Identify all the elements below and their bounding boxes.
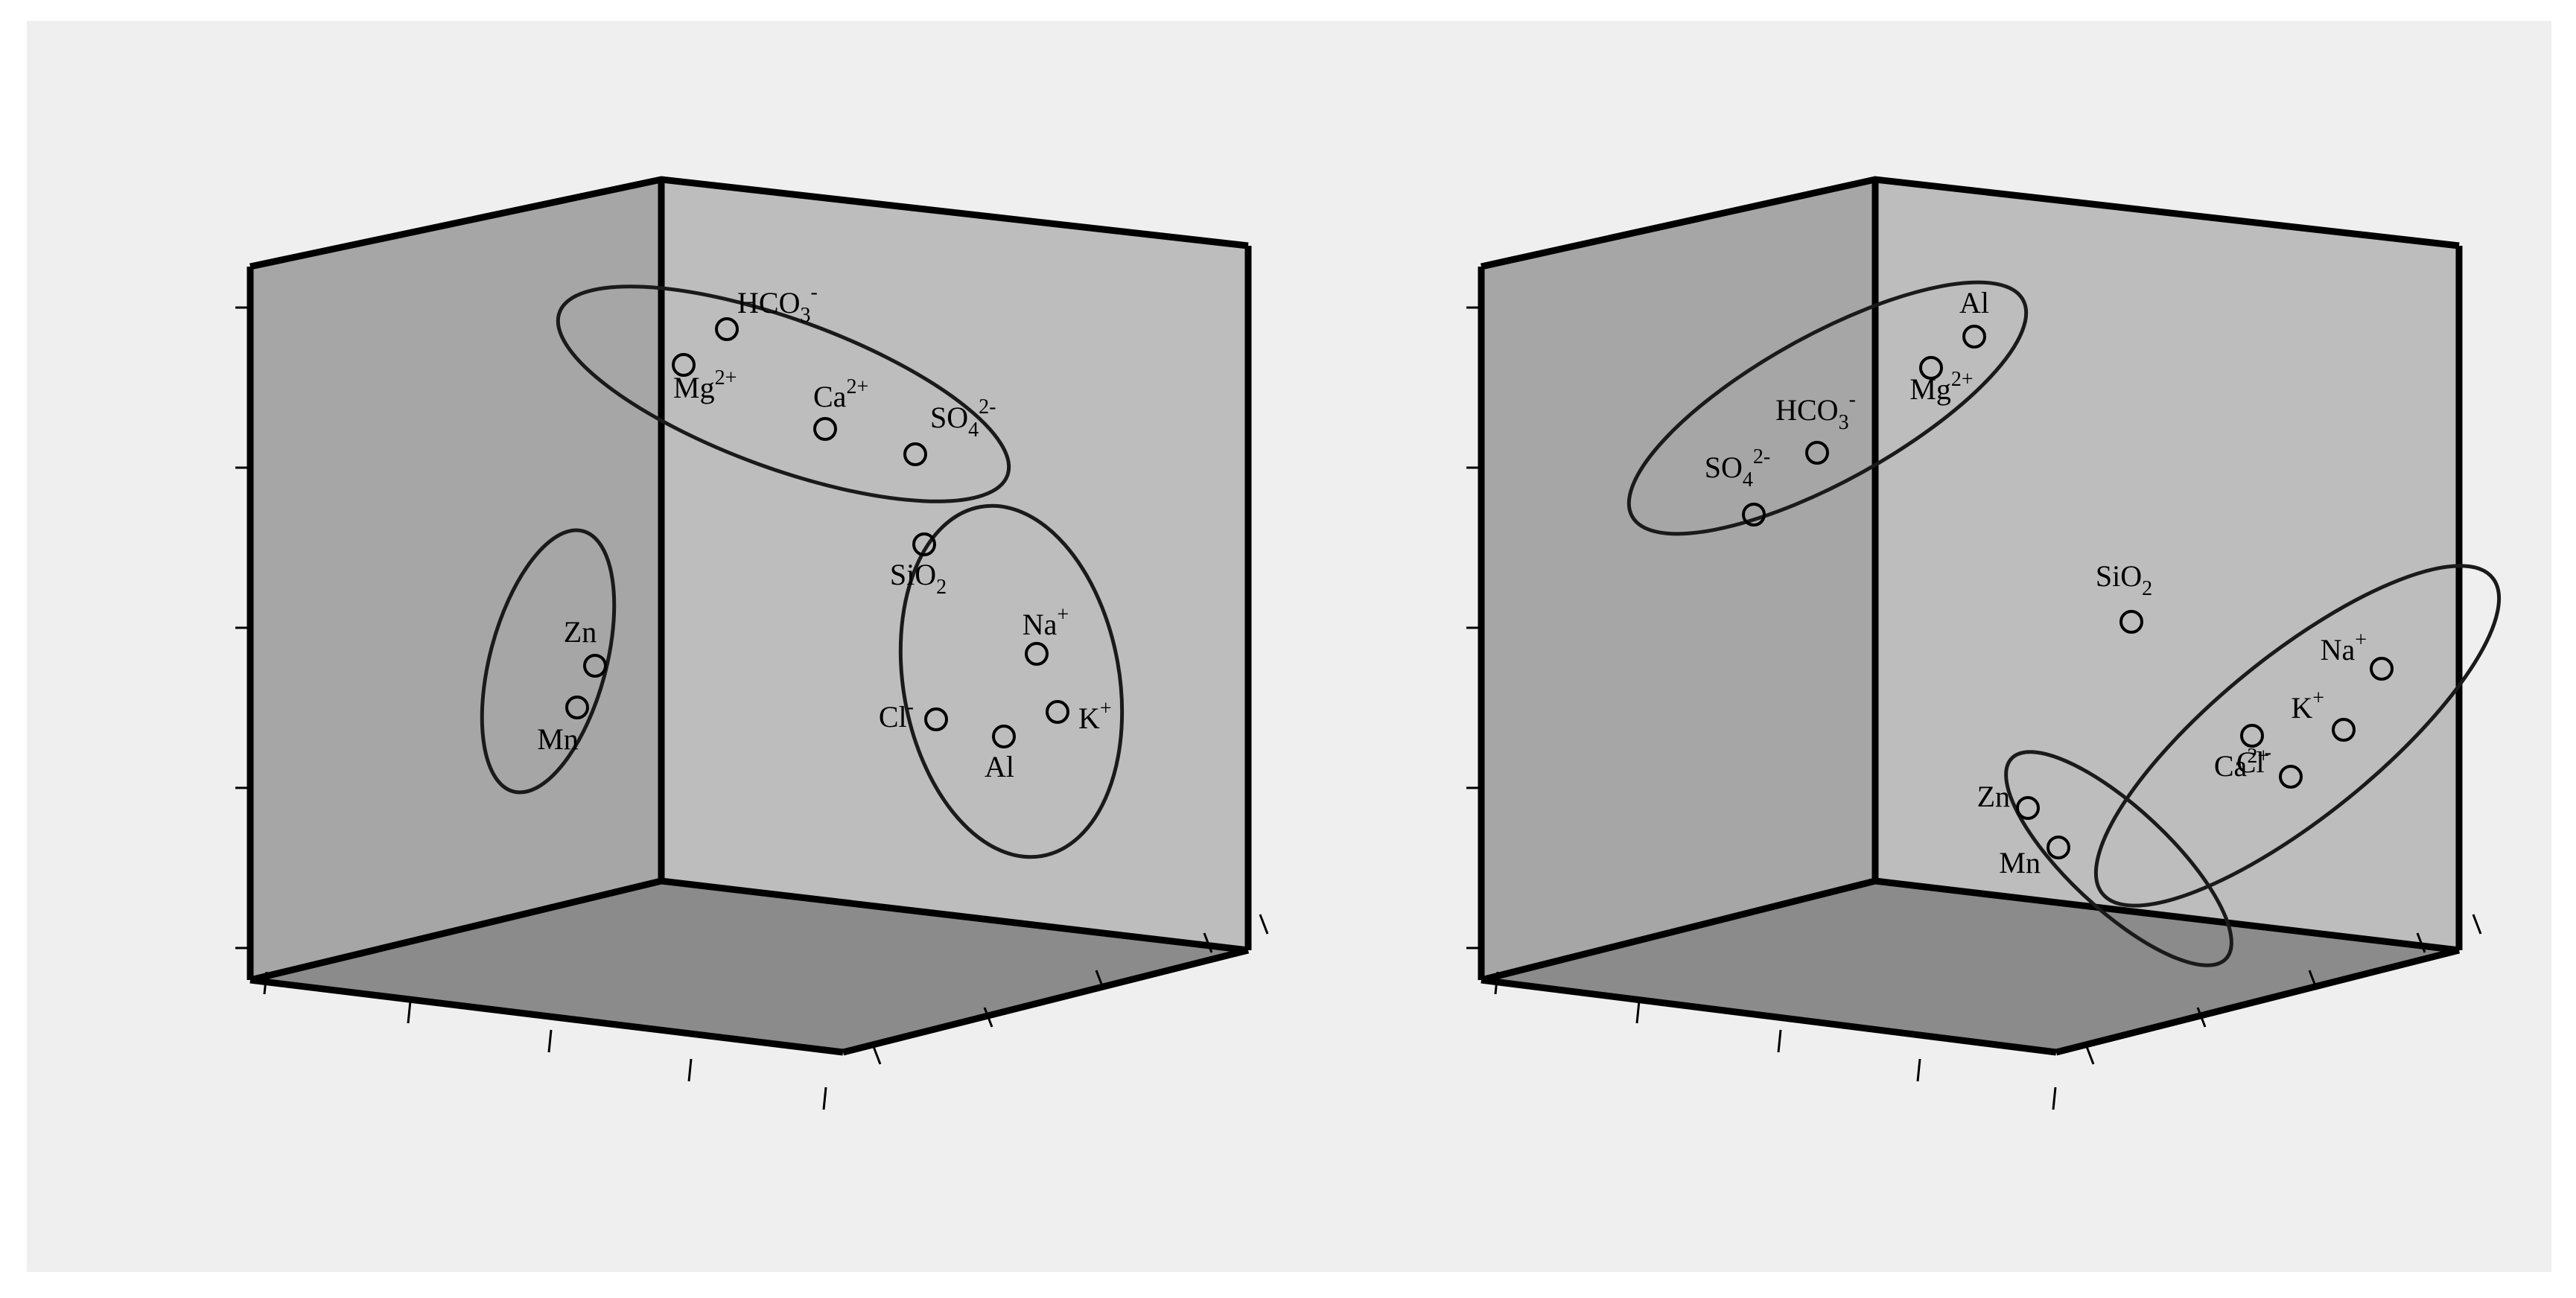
z-tick-mark [2416,932,2426,953]
point-label-zn: Zn [564,615,597,649]
panel-normal-period: HCO3- Mg2+ Ca2+ SO42- SiO2 Na+ K+ Al Cl- Zn Mn [235,176,1269,1110]
data-point-mn [565,696,589,719]
cluster-ellipse [1626,280,2029,536]
z-tick-mark [1203,932,1213,953]
data-point-ca2 [813,417,837,441]
floor-front-right-edge [2055,947,2461,1056]
pca-3d-scatter-figure: HCO3- Mg2+ Ca2+ SO42- SiO2 Na+ K+ Al Cl- Zn Mn Al M… [235,176,2502,1110]
x-tick-mark [2052,1087,2057,1110]
point-label-mn: Mn [537,722,579,756]
data-point-zn [2016,796,2040,820]
floor-back-left-edge [1480,877,1877,984]
cluster-ellipse [898,503,1125,859]
cluster-ellipse [2004,750,2233,967]
point-label-ca2: Ca2+ [813,375,868,413]
x-tick-mark [407,1000,412,1024]
point-label-sio2: SiO2 [2096,559,2152,600]
point-label-mn: Mn [1999,846,2041,879]
point-label-hco3: HCO3- [737,281,818,327]
point-label-k: K+ [2291,687,2324,725]
point-label-hco3: HCO3- [1775,388,1856,434]
point-label-cl: Cl- [2236,741,2271,779]
x-tick-mark [1916,1058,1921,1082]
x-tick-mark [547,1029,553,1053]
data-point-sio2 [912,532,936,556]
z-tick-mark [2084,1044,2095,1065]
point-label-so42: SO42- [930,395,996,442]
floor-front-right-edge [842,947,1250,1056]
point-label-cl: Cl- [879,696,914,734]
left-back-wall [1481,179,1875,980]
z-tick-mark [2472,914,2482,935]
data-point-cl [924,707,948,731]
left-back-wall [250,179,661,980]
floor-back-right-edge [661,877,1249,954]
point-label-mg2: Mg2+ [673,366,737,404]
floor-front-left-edge [249,976,844,1056]
point-label-al: Al [1959,286,1989,319]
x-tick-mark [822,1087,827,1110]
point-label-ca2: Ca2+ [2214,745,2269,783]
point-label-na: Na+ [1023,603,1069,641]
data-point-al [1962,325,1986,349]
data-point-mn [2047,836,2070,859]
figure-area: HCO3- Mg2+ Ca2+ SO42- SiO2 Na+ K+ Al Cl- Zn Mn Al M… [27,21,2551,1272]
z-tick-mark [1259,914,1269,935]
z-tick-mark [871,1044,882,1065]
point-label-sio2: SiO2 [890,558,947,599]
data-point-na [2370,657,2394,681]
floor-front-left-edge [1481,976,2057,1056]
point-label-k: K+ [1078,697,1112,735]
data-point-sio2 [2119,610,2143,634]
right-back-wall [1875,179,2459,950]
data-point-zn [583,654,607,678]
cluster-ellipse [480,528,617,795]
floor-back-right-edge [1874,877,2460,954]
z-tick-mark [2308,970,2318,990]
z-tick-mark [983,1007,993,1028]
point-label-al: Al [985,750,1014,783]
data-point-al [992,725,1016,748]
panel-wet-period: Al Mg2+ HCO3-SO42- SiO2 Na+ K+ Ca2+Cl- Zn Mn [1466,176,2502,1110]
cluster-ellipse [2093,564,2502,908]
data-point-mg2 [672,353,696,377]
data-point-cl [2279,765,2303,789]
data-point-so42 [1742,503,1766,526]
data-point-na [1025,642,1049,666]
point-label-mg2: Mg2+ [1909,368,1973,406]
z-tick-mark [1095,970,1105,990]
z-tick-mark [2196,1007,2207,1028]
data-point-ca2 [2240,724,2264,748]
data-point-so42 [903,442,927,466]
point-label-na: Na+ [2321,629,2367,667]
floor-back-left-edge [249,877,663,984]
data-point-k [1046,700,1069,724]
point-label-so42: SO42- [1705,445,1770,491]
x-tick-mark [1777,1029,1782,1053]
x-tick-mark [1635,1000,1641,1024]
cluster-ellipse [556,284,1011,503]
data-point-hco3 [715,317,739,341]
x-tick-mark [687,1058,693,1082]
data-point-mg2 [1919,356,1943,380]
data-point-hco3 [1805,441,1829,465]
data-point-k [2332,718,2356,742]
x-tick-mark [263,971,268,995]
x-tick-mark [1494,971,1499,995]
right-back-wall [661,179,1248,950]
point-label-zn: Zn [1977,780,2010,813]
